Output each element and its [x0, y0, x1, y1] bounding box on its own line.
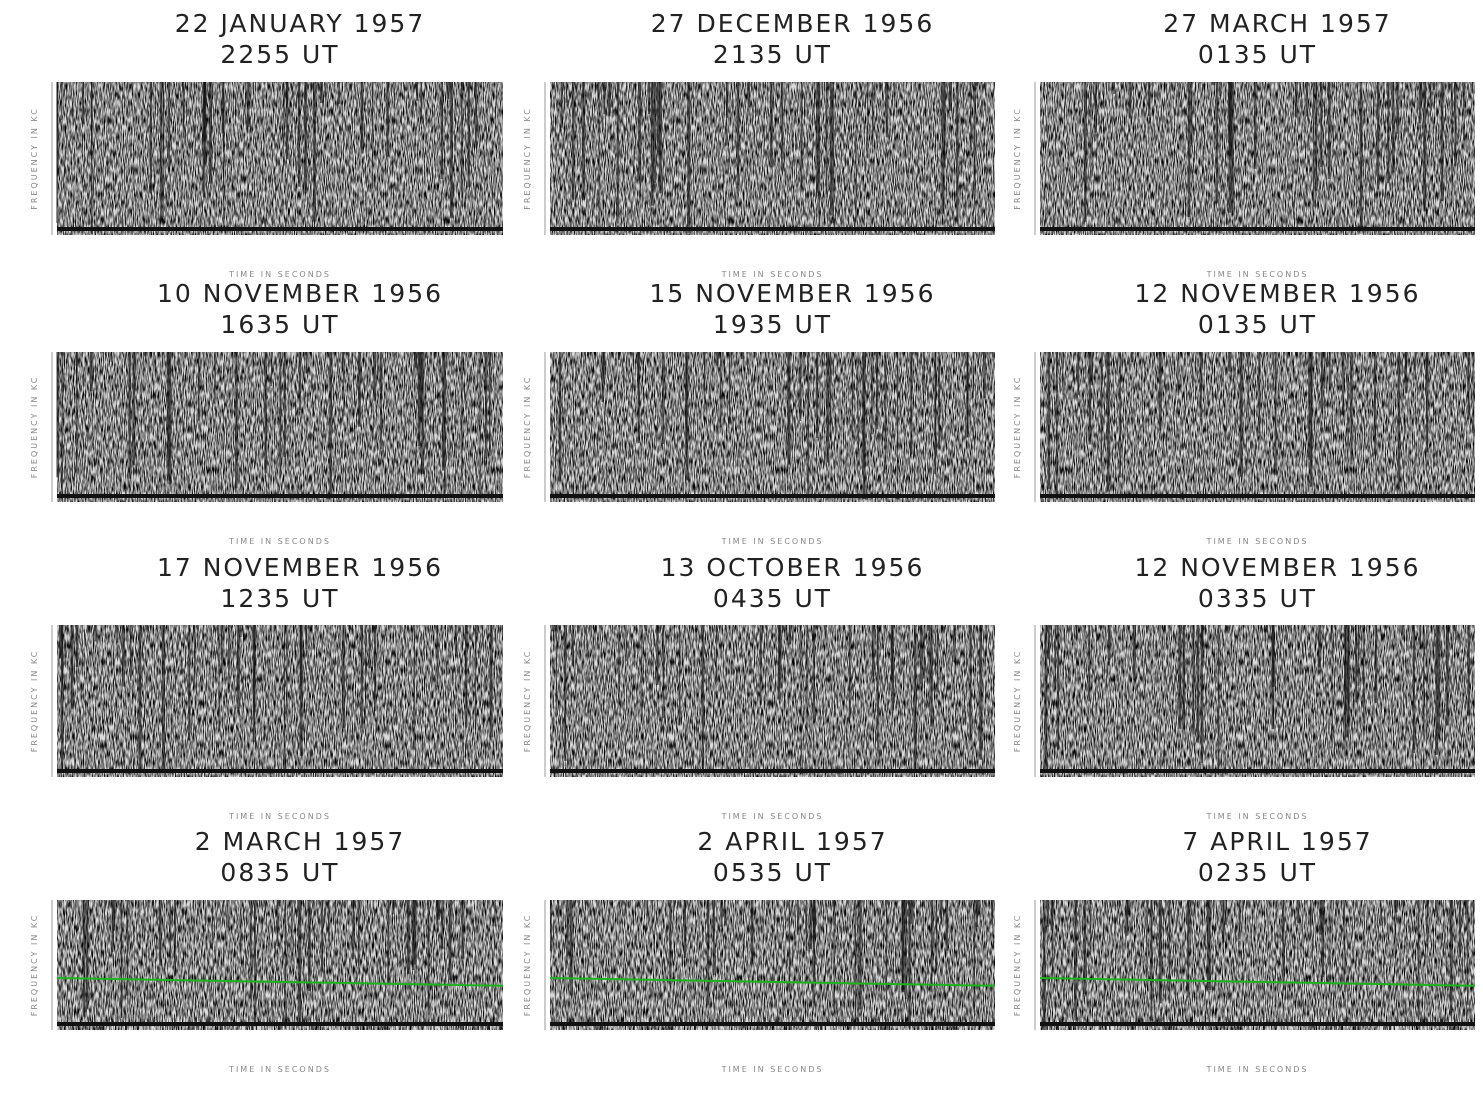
y-axis-label: FREQUENCY IN KC	[30, 107, 39, 210]
x-axis-label: TIME IN SECONDS	[1206, 537, 1309, 546]
y-axis-label: FREQUENCY IN KC	[1013, 650, 1022, 753]
panel-date: 12 NOVEMBER 1956	[1134, 279, 1420, 308]
panel-date: 22 JANUARY 1957	[175, 9, 426, 38]
panel-time: 0135 UT	[1198, 310, 1317, 339]
panel-date: 13 OCTOBER 1956	[661, 553, 925, 582]
x-axis-label: TIME IN SECONDS	[721, 812, 824, 821]
y-axis-label: FREQUENCY IN KC	[1013, 107, 1022, 210]
spectrogram	[1034, 352, 1475, 502]
panel-date: 17 NOVEMBER 1956	[157, 553, 443, 582]
panel-date: 7 APRIL 1957	[1182, 827, 1372, 856]
panel-time: 0435 UT	[713, 584, 832, 613]
spectrogram	[544, 900, 996, 1030]
panel-date: 10 NOVEMBER 1956	[157, 279, 443, 308]
panel-time: 0535 UT	[713, 858, 832, 887]
y-axis-label: FREQUENCY IN KC	[523, 914, 532, 1017]
spectrogram	[544, 625, 995, 777]
x-axis-label: TIME IN SECONDS	[228, 1065, 331, 1074]
spectrogram	[1034, 625, 1475, 777]
x-axis-label: TIME IN SECONDS	[228, 812, 331, 821]
x-axis-label: TIME IN SECONDS	[228, 537, 331, 546]
green-trace	[1039, 977, 1476, 987]
panel-time: 2255 UT	[220, 40, 339, 69]
x-axis-label: TIME IN SECONDS	[228, 270, 331, 279]
y-axis-label: FREQUENCY IN KC	[523, 650, 532, 753]
panel-time: 1935 UT	[713, 310, 832, 339]
y-axis-label: FREQUENCY IN KC	[30, 914, 39, 1017]
spectrogram-noise	[1040, 900, 1475, 1030]
spectrogram	[51, 900, 504, 1030]
green-trace	[56, 977, 504, 987]
y-axis-label: FREQUENCY IN KC	[523, 376, 532, 479]
spectrogram	[544, 352, 995, 502]
spectrogram	[51, 82, 503, 235]
spectrogram	[51, 352, 503, 502]
spectrogram	[544, 82, 995, 235]
y-axis-label: FREQUENCY IN KC	[1013, 914, 1022, 1017]
panel-date: 2 APRIL 1957	[697, 827, 887, 856]
spectrogram-noise	[1040, 82, 1475, 235]
spectrogram	[1034, 82, 1475, 235]
y-axis-label: FREQUENCY IN KC	[30, 376, 39, 479]
spectrogram-noise	[1040, 352, 1475, 502]
spectrogram	[51, 625, 503, 777]
panel-time: 0835 UT	[220, 858, 339, 887]
x-axis-label: TIME IN SECONDS	[1206, 270, 1309, 279]
panel-date: 2 MARCH 1957	[195, 827, 405, 856]
panel-date: 15 NOVEMBER 1956	[649, 279, 935, 308]
x-axis-label: TIME IN SECONDS	[721, 1065, 824, 1074]
y-axis-label: FREQUENCY IN KC	[523, 107, 532, 210]
spectrogram-noise	[550, 900, 995, 1030]
x-axis-label: TIME IN SECONDS	[721, 537, 824, 546]
x-axis-label: TIME IN SECONDS	[1206, 1065, 1309, 1074]
panel-time: 0335 UT	[1198, 584, 1317, 613]
spectrogram-noise	[1040, 625, 1475, 777]
green-trace	[549, 977, 996, 987]
spectrogram-noise	[57, 82, 503, 235]
x-axis-label: TIME IN SECONDS	[721, 270, 824, 279]
panel-time: 2135 UT	[713, 40, 832, 69]
panel-time: 0235 UT	[1198, 858, 1317, 887]
y-axis-label: FREQUENCY IN KC	[30, 650, 39, 753]
spectrogram-noise	[550, 352, 995, 502]
spectrogram	[1034, 900, 1476, 1030]
panel-time: 1635 UT	[220, 310, 339, 339]
panel-time: 0135 UT	[1198, 40, 1317, 69]
panel-date: 27 MARCH 1957	[1163, 9, 1391, 38]
spectrogram-noise	[550, 625, 995, 777]
panel-date: 27 DECEMBER 1956	[651, 9, 935, 38]
y-axis-label: FREQUENCY IN KC	[1013, 376, 1022, 479]
x-axis-label: TIME IN SECONDS	[1206, 812, 1309, 821]
panel-time: 1235 UT	[220, 584, 339, 613]
panel-date: 12 NOVEMBER 1956	[1134, 553, 1420, 582]
